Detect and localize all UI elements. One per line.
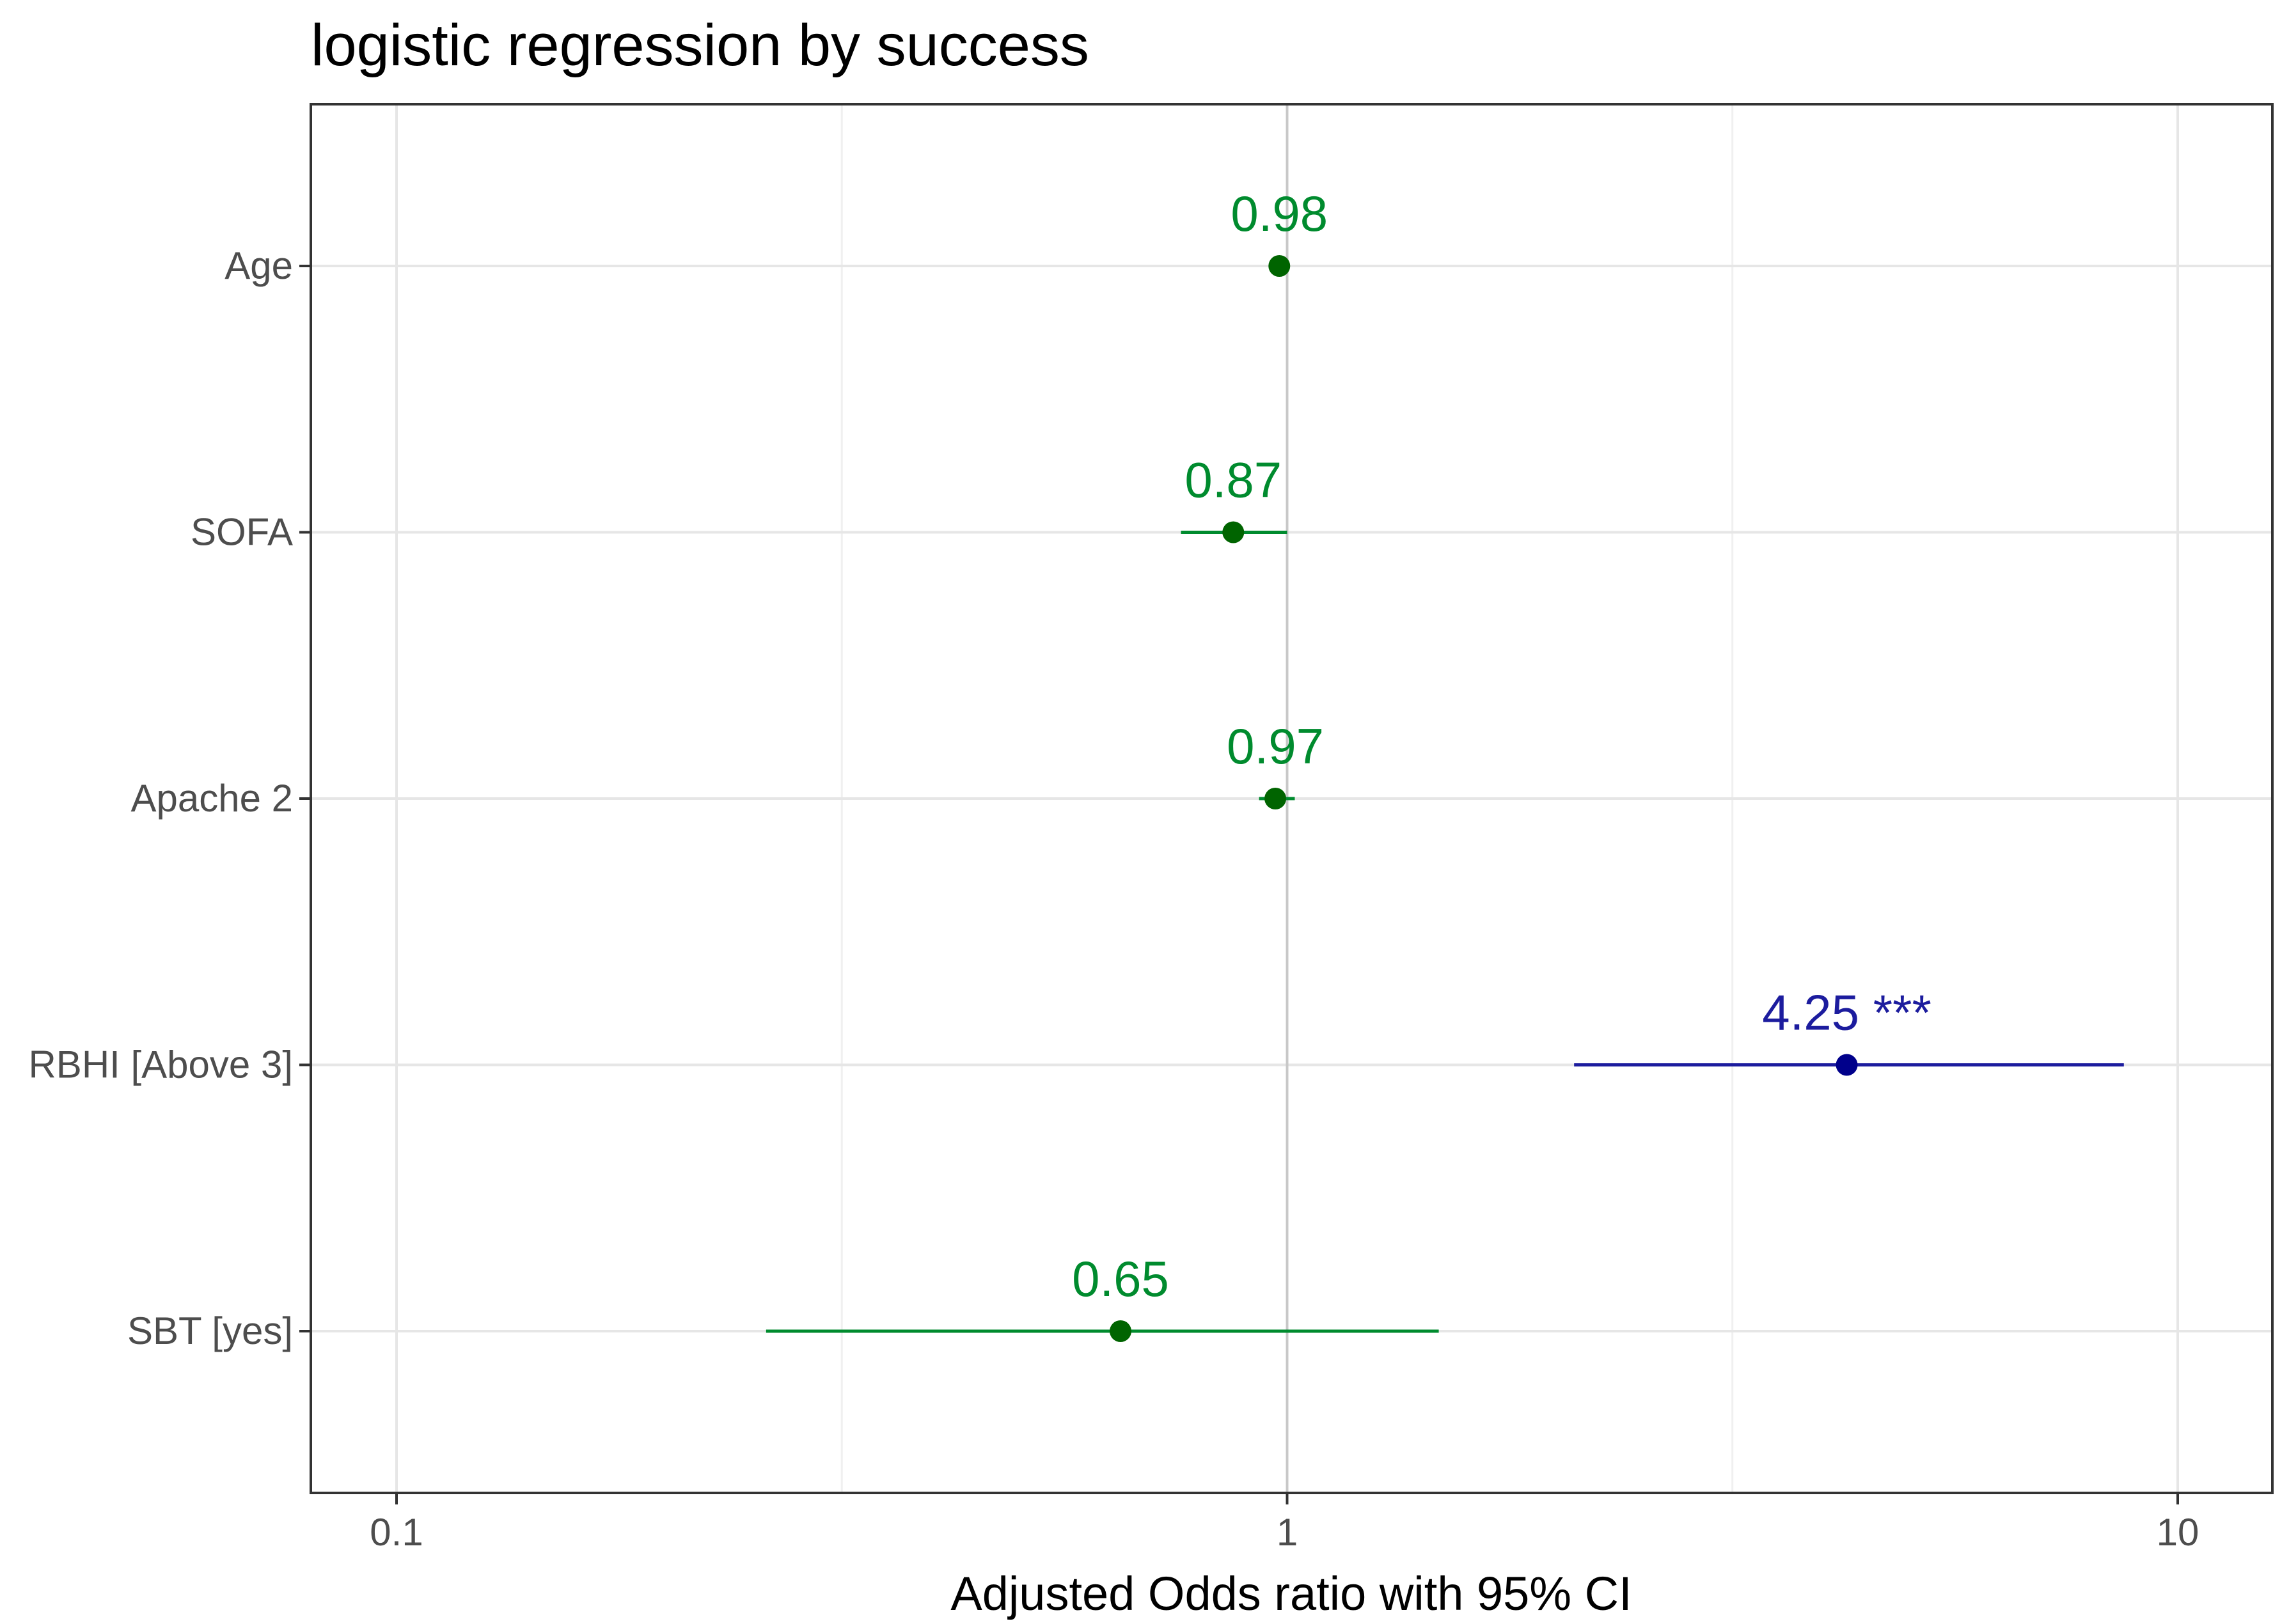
- x-tick-label: 0.1: [370, 1511, 423, 1554]
- y-tick-label: RBHI [Above 3]: [28, 1043, 293, 1086]
- estimate-point: [1264, 788, 1287, 809]
- value-label: 0.87: [1184, 452, 1282, 508]
- y-tick-label: SOFA: [191, 511, 293, 554]
- value-label: 0.97: [1227, 718, 1324, 774]
- x-axis-label: Adjusted Odds ratio with 95% CI: [950, 1567, 1632, 1620]
- chart-title: logistic regression by success: [311, 13, 1089, 78]
- value-label: 0.65: [1072, 1251, 1169, 1307]
- estimate-point: [1268, 255, 1291, 277]
- y-tick-label: Apache 2: [130, 777, 293, 820]
- estimate-point: [1109, 1320, 1131, 1342]
- estimate-point: [1836, 1054, 1858, 1076]
- value-label: 4.25 ***: [1762, 985, 1931, 1041]
- value-label: 0.98: [1231, 185, 1328, 242]
- x-tick-label: 10: [2157, 1511, 2199, 1554]
- y-tick-label: Age: [224, 244, 293, 287]
- x-tick-label: 1: [1277, 1511, 1298, 1554]
- y-tick-label: SBT [yes]: [127, 1309, 293, 1352]
- estimate-point: [1222, 521, 1245, 543]
